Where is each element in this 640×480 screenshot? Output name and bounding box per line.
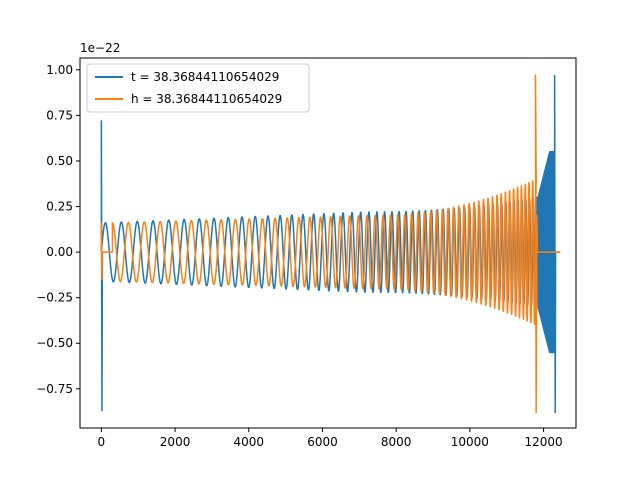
- axes-frame: [79, 57, 577, 429]
- legend-label: h = 38.36844110654029: [131, 92, 282, 106]
- plot-border: [79, 57, 577, 429]
- y-tick-label: 0.25: [46, 200, 73, 214]
- y-offset-text: 1e−22: [80, 41, 120, 55]
- legend: t = 38.36844110654029 h = 38.368441106540…: [86, 63, 310, 113]
- y-tick-label: −0.25: [36, 291, 73, 305]
- y-axis: −0.75 −0.50 −0.25 0.00 0.25 0.50 0.75 1.00: [36, 63, 80, 396]
- x-tick-label: 8000: [381, 435, 412, 449]
- legend-box: [86, 63, 310, 113]
- y-tick-label: −0.75: [36, 382, 73, 396]
- x-tick-label: 10000: [451, 435, 489, 449]
- x-tick-label: 2000: [160, 435, 191, 449]
- x-tick-label: 6000: [307, 435, 338, 449]
- x-axis: 0 2000 4000 6000 8000 10000 12000: [98, 428, 563, 449]
- y-tick-label: −0.50: [36, 336, 73, 350]
- y-tick-label: 0.00: [46, 245, 73, 259]
- y-tick-label: 0.75: [46, 108, 73, 122]
- x-tick-label: 0: [98, 435, 106, 449]
- legend-label: t = 38.36844110654029: [131, 70, 279, 84]
- y-tick-label: 0.50: [46, 154, 73, 168]
- x-tick-label: 4000: [233, 435, 264, 449]
- y-tick-label: 1.00: [46, 63, 73, 77]
- series-line-h: [100, 74, 561, 414]
- x-tick-label: 12000: [524, 435, 562, 449]
